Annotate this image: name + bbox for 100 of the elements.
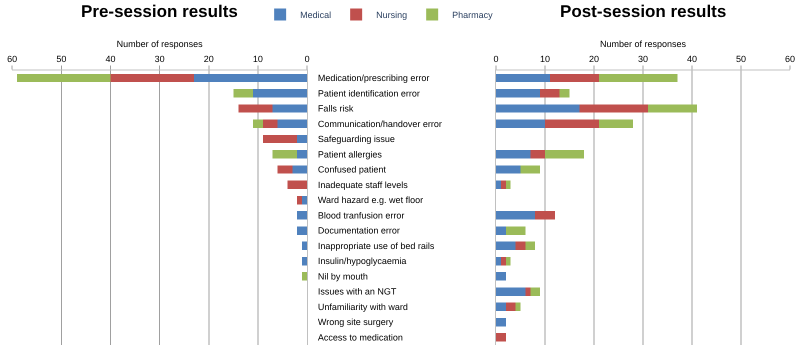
- bar: [496, 242, 516, 250]
- x-tick-label: 60: [7, 54, 18, 64]
- y-tick-label: Confused patient: [318, 164, 386, 175]
- x-tick-label: 60: [785, 54, 796, 64]
- y-tick-label: Inappropriate use of bed rails: [318, 240, 435, 251]
- bar: [278, 120, 308, 128]
- bar: [262, 120, 278, 128]
- bar: [525, 287, 530, 296]
- bar: [496, 211, 536, 220]
- bar: [496, 104, 580, 113]
- bar: [598, 120, 634, 128]
- bar: [496, 333, 506, 342]
- legend-label: Pharmacy: [452, 10, 494, 20]
- bar: [550, 74, 599, 82]
- y-tick-label: Unfamiliarity with ward: [318, 302, 408, 312]
- bar: [496, 272, 506, 281]
- y-tick-label: Access to medication: [318, 332, 403, 342]
- bar: [544, 120, 599, 128]
- y-tick-label: Patient identification error: [318, 88, 420, 98]
- bar: [496, 180, 501, 189]
- bar: [302, 196, 308, 204]
- x-tick-label: 0: [304, 54, 310, 64]
- chart-title: Post-session results: [560, 2, 726, 21]
- bar: [506, 256, 511, 266]
- bar: [506, 302, 516, 312]
- bar: [253, 89, 308, 98]
- y-tick-label: Patient allergies: [318, 149, 382, 160]
- bar: [292, 165, 308, 174]
- bar: [302, 272, 308, 281]
- x-tick-label: 10: [540, 54, 550, 64]
- y-tick-label: Wrong site surgery: [318, 317, 394, 328]
- bar: [110, 74, 194, 82]
- x-tick-label: 0: [493, 54, 498, 64]
- x-axis-title: Number of responses: [116, 39, 204, 50]
- bar: [297, 211, 308, 220]
- x-tick-label: 50: [736, 54, 746, 64]
- y-tick-label: Medication/prescribing error: [318, 73, 430, 84]
- bar: [516, 302, 520, 312]
- bar: [278, 165, 292, 174]
- y-tick-label: Insulin/hypoglycaemia: [318, 256, 406, 266]
- bar: [253, 120, 263, 128]
- x-tick-label: 20: [204, 54, 214, 64]
- bar: [496, 287, 526, 296]
- bar: [272, 150, 298, 158]
- bar: [297, 150, 308, 158]
- bar: [496, 226, 506, 235]
- bar: [194, 74, 308, 82]
- bar: [520, 165, 540, 174]
- bar: [496, 120, 545, 128]
- bar: [496, 302, 506, 312]
- bar: [272, 104, 308, 113]
- bar: [496, 74, 550, 82]
- y-tick-label: Inadequate staff levels: [318, 180, 408, 190]
- x-tick-label: 10: [252, 54, 263, 64]
- bar: [17, 74, 110, 82]
- bar: [233, 89, 254, 98]
- x-tick-label: 20: [588, 54, 599, 64]
- bar: [302, 242, 308, 250]
- x-tick-label: 30: [638, 54, 648, 64]
- bar: [560, 89, 570, 98]
- y-tick-label: Blood tranfusion error: [318, 210, 404, 220]
- bar: [297, 226, 308, 235]
- bar: [506, 226, 526, 235]
- bar: [302, 256, 308, 266]
- bar: [496, 165, 520, 174]
- y-tick-label: Issues with an NGT: [318, 286, 397, 297]
- bar: [500, 256, 506, 266]
- bar: [506, 180, 511, 189]
- bar: [530, 287, 540, 296]
- chart-title: Pre-session results: [81, 2, 238, 21]
- bar: [297, 134, 308, 144]
- bar: [500, 180, 506, 189]
- y-tick-label: Ward hazard e.g. wet floor: [318, 195, 424, 206]
- bar: [598, 74, 678, 82]
- x-tick-label: 40: [105, 54, 116, 64]
- bar: [297, 196, 302, 204]
- bar: [516, 242, 526, 250]
- x-tick-label: 50: [56, 54, 66, 64]
- y-tick-label: Safeguarding issue: [318, 134, 395, 144]
- bar: [496, 318, 506, 326]
- bar: [238, 104, 273, 113]
- x-tick-label: 30: [154, 54, 165, 64]
- bar: [525, 242, 536, 250]
- y-tick-label: Nil by mouth: [318, 271, 368, 282]
- x-tick-label: 40: [687, 54, 698, 64]
- y-tick-label: Communication/handover error: [318, 118, 442, 129]
- bar: [496, 150, 530, 158]
- bar: [540, 89, 560, 98]
- bar: [648, 104, 697, 113]
- bar: [530, 150, 545, 158]
- bar: [579, 104, 648, 113]
- x-axis-title: Number of responses: [600, 39, 687, 50]
- bar: [262, 134, 298, 144]
- bar: [496, 89, 540, 98]
- legend-label: Medical: [300, 10, 332, 20]
- bar: [544, 150, 584, 158]
- bar: [535, 211, 555, 220]
- bar: [287, 180, 308, 189]
- bar: [496, 256, 501, 266]
- y-tick-label: Falls risk: [318, 104, 354, 114]
